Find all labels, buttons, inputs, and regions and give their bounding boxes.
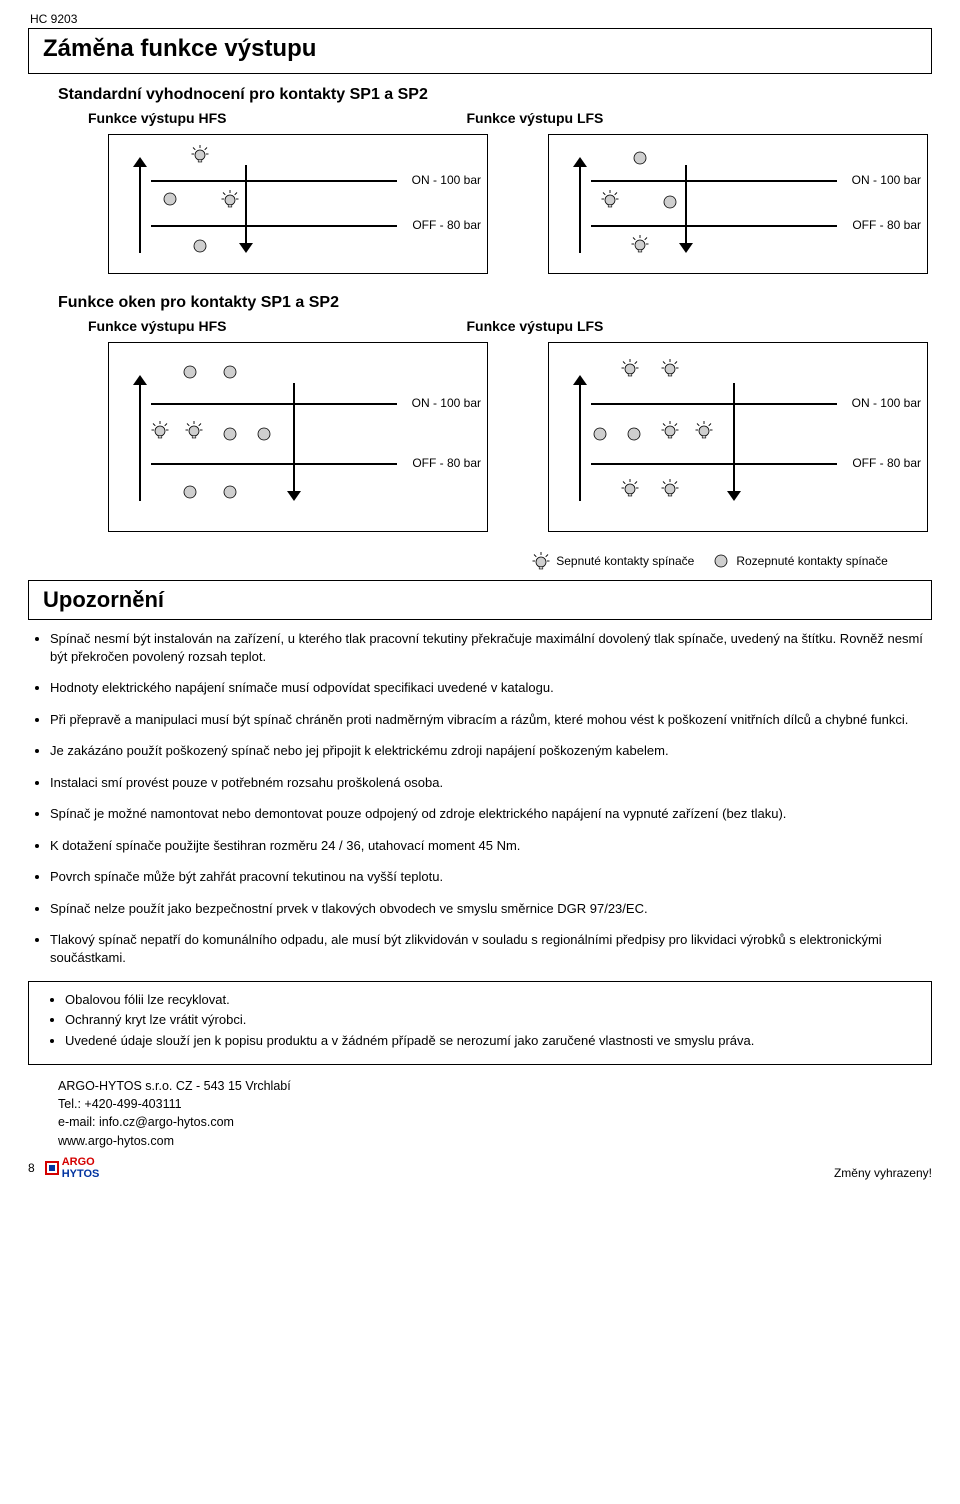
- on-label: ON - 100 bar: [852, 396, 921, 410]
- bulb-off-icon: [181, 483, 199, 501]
- note-item: K dotažení spínače použijte šestihran ro…: [50, 837, 932, 855]
- notes-list: Spínač nesmí být instalován na zařízení,…: [28, 630, 932, 967]
- page-number: 8: [28, 1161, 35, 1175]
- note-item: Spínač nesmí být instalován na zařízení,…: [50, 630, 932, 665]
- doc-id: HC 9203: [30, 12, 932, 26]
- page-footer: 8 ARGOHYTOS Změny vyhrazeny!: [28, 1156, 932, 1180]
- bulb-off-icon: [181, 363, 199, 381]
- footer-note: Uvedené údaje slouží jen k popisu produk…: [65, 1033, 917, 1050]
- note-item: Tlakový spínač nepatří do komunálního od…: [50, 931, 932, 966]
- bulb-on-icon: [661, 359, 679, 377]
- win-diagram-row: ON - 100 bar OFF - 80 bar: [108, 342, 932, 532]
- window-fn-heading: Funkce oken pro kontakty SP1 a SP2: [58, 294, 932, 312]
- changes-reserved: Změny vyhrazeny!: [834, 1166, 932, 1180]
- bulb-on-icon: [661, 421, 679, 439]
- note-item: Instalaci smí provést pouze v potřebném …: [50, 774, 932, 792]
- title-box: Záměna funkce výstupu: [28, 28, 932, 74]
- std-diagram-row: ON - 100 bar OFF - 80 bar ON - 100 ba: [108, 134, 932, 274]
- notice-heading: Upozornění: [43, 587, 917, 613]
- note-item: Hodnoty elektrického napájení snímače mu…: [50, 679, 932, 697]
- bulb-off-icon: [255, 425, 273, 443]
- bulb-on-icon: [532, 552, 550, 570]
- bulb-off-icon: [712, 552, 730, 570]
- bulb-off-icon: [591, 425, 609, 443]
- bulb-off-icon: [191, 237, 209, 255]
- bulb-off-icon: [221, 425, 239, 443]
- off-label: OFF - 80 bar: [412, 218, 481, 232]
- bulb-off-icon: [161, 190, 179, 208]
- bulb-on-icon: [151, 421, 169, 439]
- logo-hytos: HYTOS: [62, 1168, 100, 1180]
- on-label: ON - 100 bar: [412, 173, 481, 187]
- win-hfs-label: Funkce výstupu HFS: [88, 318, 226, 334]
- footer-notes-box: Obalovou fólii lze recyklovat. Ochranný …: [28, 981, 932, 1066]
- addr-line: Tel.: +420-499-403111: [58, 1095, 932, 1113]
- addr-line: e-mail: info.cz@argo-hytos.com: [58, 1113, 932, 1131]
- bulb-on-icon: [191, 145, 209, 163]
- note-item: Povrch spínače může být zahřát pracovní …: [50, 868, 932, 886]
- std-lfs-label: Funkce výstupu LFS: [466, 110, 603, 126]
- bulb-off-icon: [221, 483, 239, 501]
- bulb-on-icon: [621, 359, 639, 377]
- bulb-on-icon: [661, 479, 679, 497]
- note-item: Spínač je možné namontovat nebo demontov…: [50, 805, 932, 823]
- notice-heading-box: Upozornění: [28, 580, 932, 619]
- addr-line: www.argo-hytos.com: [58, 1132, 932, 1150]
- logo: ARGOHYTOS: [45, 1156, 100, 1180]
- std-hfs-diagram: ON - 100 bar OFF - 80 bar: [108, 134, 488, 274]
- logo-icon: [45, 1161, 59, 1175]
- addr-line: ARGO-HYTOS s.r.o. CZ - 543 15 Vrchlabí: [58, 1077, 932, 1095]
- off-label: OFF - 80 bar: [852, 456, 921, 470]
- bulb-on-icon: [621, 479, 639, 497]
- bulb-on-icon: [185, 421, 203, 439]
- off-label: OFF - 80 bar: [852, 218, 921, 232]
- off-label: OFF - 80 bar: [412, 456, 481, 470]
- note-item: Je zakázáno použít poškozený spínač nebo…: [50, 742, 932, 760]
- bulb-on-icon: [695, 421, 713, 439]
- legend-open: Rozepnuté kontakty spínače: [736, 554, 887, 568]
- std-lfs-diagram: ON - 100 bar OFF - 80 bar: [548, 134, 928, 274]
- bulb-off-icon: [221, 363, 239, 381]
- bulb-off-icon: [625, 425, 643, 443]
- bulb-off-icon: [631, 149, 649, 167]
- win-lfs-diagram: ON - 100 bar OFF - 80 bar: [548, 342, 928, 532]
- page-title: Záměna funkce výstupu: [43, 35, 917, 63]
- legend-closed: Sepnuté kontakty spínače: [556, 554, 694, 568]
- win-lfs-label: Funkce výstupu LFS: [466, 318, 603, 334]
- bulb-on-icon: [631, 235, 649, 253]
- address-block: ARGO-HYTOS s.r.o. CZ - 543 15 Vrchlabí T…: [58, 1077, 932, 1150]
- std-eval-heading: Standardní vyhodnocení pro kontakty SP1 …: [58, 86, 932, 104]
- footer-note: Obalovou fólii lze recyklovat.: [65, 992, 917, 1009]
- on-label: ON - 100 bar: [412, 396, 481, 410]
- footer-note: Ochranný kryt lze vrátit výrobci.: [65, 1012, 917, 1029]
- on-label: ON - 100 bar: [852, 173, 921, 187]
- win-hfs-diagram: ON - 100 bar OFF - 80 bar: [108, 342, 488, 532]
- std-hfs-label: Funkce výstupu HFS: [88, 110, 226, 126]
- note-item: Při přepravě a manipulaci musí být spína…: [50, 711, 932, 729]
- note-item: Spínač nelze použít jako bezpečnostní pr…: [50, 900, 932, 918]
- logo-argo: ARGO: [62, 1156, 95, 1168]
- legend: Sepnuté kontakty spínače Rozepnuté konta…: [488, 552, 932, 570]
- bulb-on-icon: [601, 190, 619, 208]
